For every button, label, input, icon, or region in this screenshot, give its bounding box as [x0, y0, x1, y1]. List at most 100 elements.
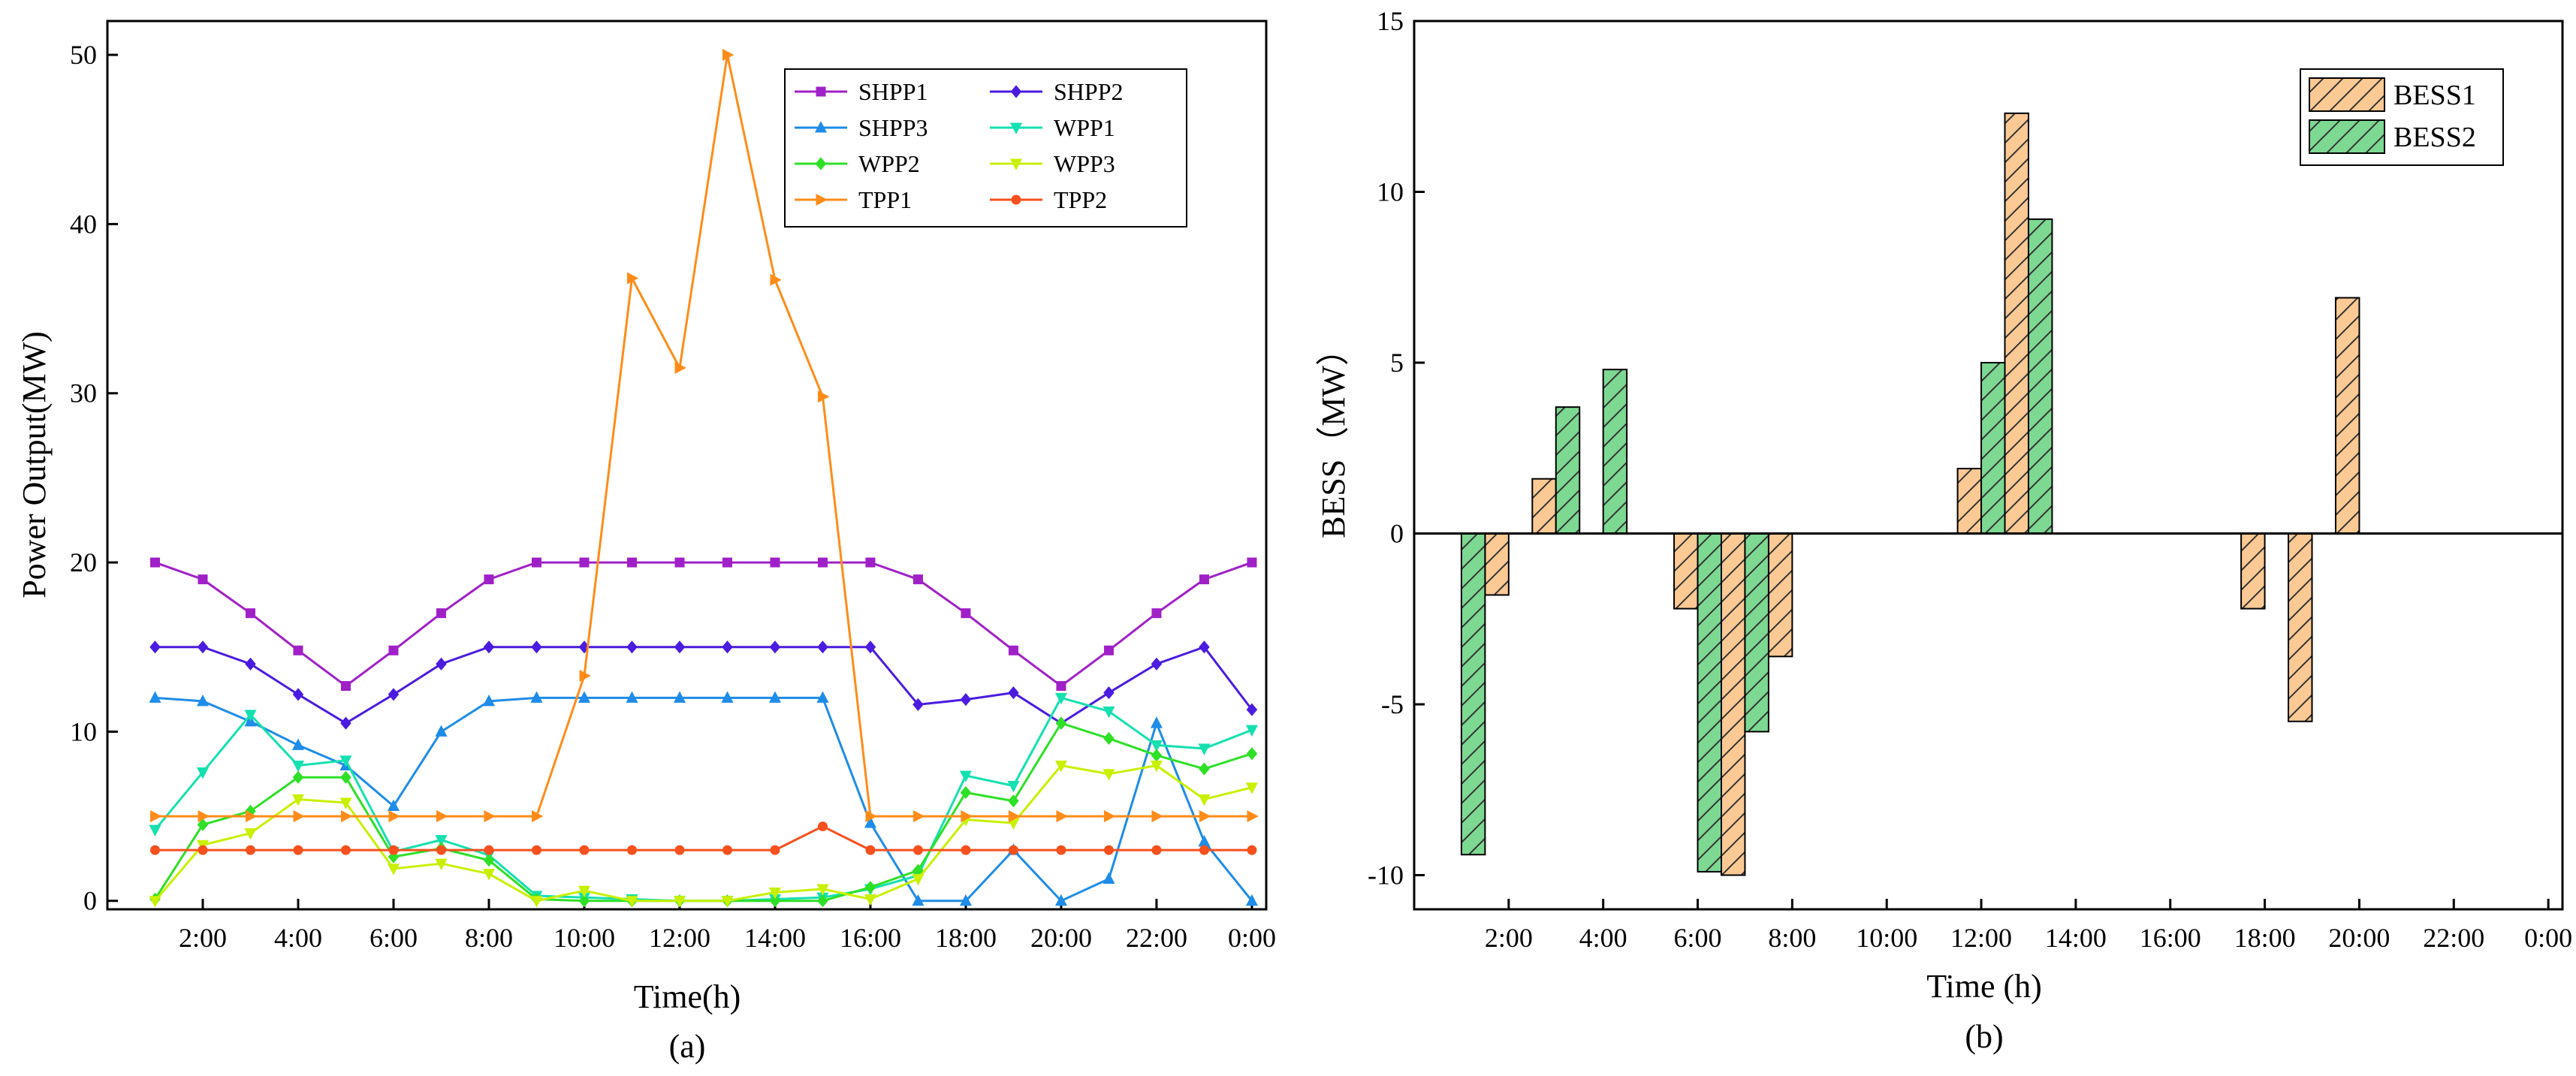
- bar-hatch-bess2: [1980, 362, 2006, 535]
- data-point-wpp1: [339, 755, 352, 767]
- data-point-tpp1: [340, 810, 353, 823]
- legend-label: TPP2: [1054, 186, 1107, 213]
- data-point-shpp1: [198, 574, 208, 585]
- data-point-shpp2: [149, 640, 161, 654]
- panel-b-x-tick-label: 10:00: [1856, 923, 1917, 953]
- data-point-tpp1: [1056, 810, 1068, 823]
- data-point-shpp2: [769, 640, 781, 654]
- legend-swatch-marker: [1011, 194, 1021, 205]
- data-point-shpp3: [673, 691, 686, 703]
- data-point-wpp3: [1054, 760, 1067, 773]
- data-point-shpp3: [959, 894, 972, 906]
- data-point-tpp1: [579, 670, 591, 683]
- panel-b-y-axis-label: BESS（MW）: [1315, 333, 1352, 538]
- series-line-shpp3: [155, 696, 1253, 903]
- data-point-shpp1: [1008, 645, 1018, 656]
- data-point-shpp3: [768, 691, 781, 703]
- legend-entry-tpp1: TPP1: [795, 186, 912, 213]
- panel-a-y-tick-label: 0: [83, 886, 97, 916]
- data-point-tpp2: [1199, 845, 1209, 855]
- data-point-shpp2: [1103, 686, 1115, 700]
- panel-a-x-tick-label: 2:00: [179, 923, 227, 953]
- data-point-wpp2: [1008, 794, 1019, 808]
- panel-a-legend: SHPP1 SHPP2 SHPP3 WPP1 WPP2 WPP3 TPP1 TPP2: [784, 68, 1187, 228]
- data-point-shpp2: [960, 693, 972, 707]
- data-point-wpp1: [1007, 781, 1020, 793]
- panel-a-x-tick-label: 4:00: [274, 923, 322, 953]
- data-point-wpp3: [1102, 769, 1115, 781]
- legend-swatch-marker: [1009, 122, 1023, 134]
- legend-swatch-marker: [816, 193, 828, 206]
- data-point-shpp2: [1151, 657, 1163, 671]
- series-line-tpp1: [155, 54, 1252, 818]
- panel-b-x-tick-label: 14:00: [2045, 923, 2107, 953]
- data-point-tpp2: [1103, 845, 1114, 855]
- data-point-shpp1: [865, 557, 876, 568]
- data-point-tpp1: [865, 810, 877, 823]
- data-point-tpp2: [1151, 845, 1162, 855]
- data-point-tpp2: [484, 845, 494, 855]
- data-point-shpp3: [196, 694, 210, 707]
- data-point-shpp3: [149, 691, 161, 703]
- panel-a-x-tick-label: 14:00: [744, 923, 806, 953]
- bar-hatch-bess1: [2334, 297, 2360, 535]
- data-point-wpp3: [482, 869, 496, 881]
- series-line-wpp2: [154, 722, 1253, 903]
- panel-a-x-tick-label: 10:00: [554, 923, 615, 953]
- panel-a-y-tick-label: 30: [70, 378, 97, 408]
- data-point-shpp2: [531, 640, 542, 654]
- panel-b-y-tick-label: 15: [1377, 6, 1404, 36]
- legend-label: SHPP3: [858, 114, 928, 141]
- data-point-shpp3: [626, 691, 638, 703]
- data-point-shpp2: [817, 640, 828, 654]
- data-point-wpp3: [864, 894, 876, 906]
- data-point-shpp3: [721, 691, 734, 703]
- legend-entry-shpp1: SHPP1: [795, 78, 928, 105]
- data-point-wpp3: [768, 887, 781, 900]
- bar-hatch-bess2: [1602, 369, 1628, 535]
- data-point-tpp2: [674, 845, 685, 855]
- data-point-shpp3: [387, 799, 400, 812]
- bar-hatch-bess1: [2240, 532, 2266, 610]
- legend-swatch-marker: [816, 86, 826, 97]
- data-point-tpp2: [149, 845, 160, 855]
- data-point-wpp3: [244, 828, 257, 840]
- data-point-tpp1: [626, 272, 639, 285]
- data-point-shpp1: [388, 645, 399, 656]
- data-point-shpp2: [674, 640, 686, 654]
- panel-b-x-tick-label: 0:00: [2524, 923, 2572, 953]
- data-point-shpp1: [340, 681, 351, 692]
- data-point-shpp3: [1150, 716, 1163, 728]
- data-point-wpp3: [291, 794, 305, 806]
- panel-b-y-tick-label: 10: [1377, 177, 1404, 207]
- bar-hatch-bess1: [1956, 468, 1983, 535]
- legend-swatch-hatch: [2309, 77, 2385, 112]
- data-point-tpp1: [388, 810, 400, 823]
- series-bess2: [1460, 218, 2053, 873]
- data-point-shpp1: [674, 557, 685, 568]
- data-point-tpp1: [198, 810, 210, 823]
- data-point-wpp2: [1246, 747, 1258, 761]
- data-point-tpp1: [817, 390, 830, 403]
- panel-b-x-tick-label: 4:00: [1579, 923, 1627, 953]
- data-point-shpp1: [531, 557, 541, 568]
- data-point-shpp1: [722, 557, 732, 568]
- data-point-tpp2: [912, 845, 923, 855]
- panel-b-x-tick-label: 2:00: [1485, 923, 1533, 953]
- data-point-tpp1: [770, 273, 782, 286]
- panel-b-bar-chart: -10 -5 0 5 10 15 2:00 4:00 6:00 8:00 10:00 12:00 14…: [1315, 6, 2572, 1055]
- panel-b-y-tick-label: -5: [1381, 689, 1404, 719]
- data-point-shpp3: [530, 691, 543, 703]
- data-point-wpp3: [721, 896, 734, 908]
- bar-hatch-bess2: [1744, 532, 1769, 733]
- panel-a-x-tick-label: 12:00: [649, 923, 710, 953]
- data-point-tpp1: [674, 361, 686, 374]
- panel-b-bars: [1460, 112, 2360, 876]
- data-point-shpp2: [388, 688, 400, 701]
- data-point-shpp1: [817, 557, 828, 568]
- bar-hatch-bess1: [1767, 532, 1793, 658]
- data-point-wpp1: [291, 760, 305, 773]
- data-point-tpp2: [388, 845, 399, 855]
- data-point-wpp1: [1054, 692, 1067, 705]
